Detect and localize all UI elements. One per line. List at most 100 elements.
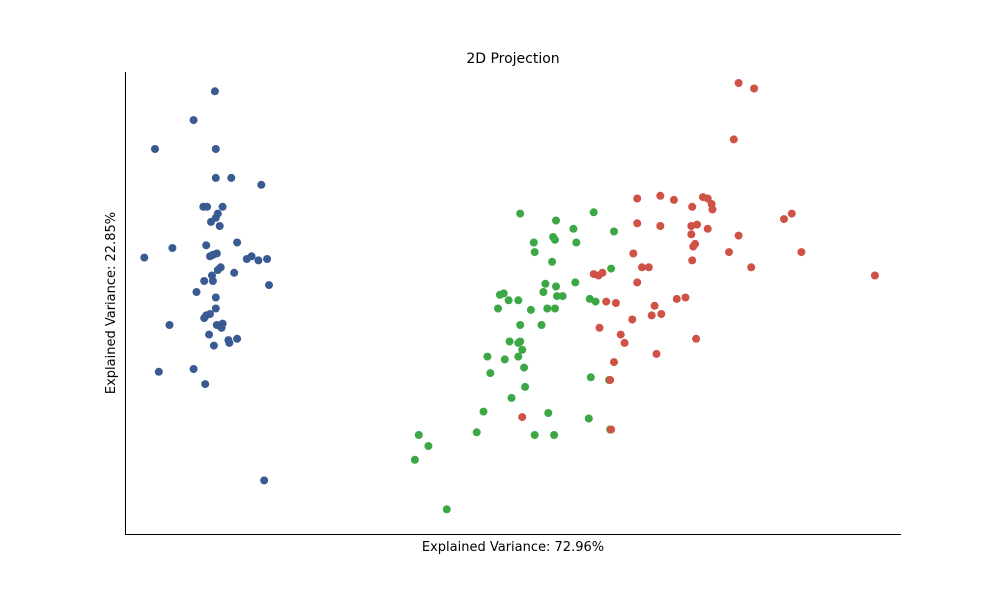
- data-point-s1-44: [233, 334, 242, 343]
- data-point-s1-48: [189, 365, 198, 373]
- data-point-s1-7: [257, 180, 266, 189]
- data-point-s2-15: [541, 279, 550, 288]
- data-point-s2-46: [479, 407, 488, 416]
- data-point-s3-35: [672, 294, 681, 303]
- data-point-s3-41: [647, 311, 656, 320]
- data-point-s1-43: [205, 330, 214, 339]
- data-point-s2-40: [507, 393, 516, 402]
- data-point-s1-17: [168, 244, 177, 252]
- data-point-s1-20: [206, 252, 214, 261]
- data-point-s2-33: [483, 352, 492, 361]
- data-point-s1-46: [225, 338, 234, 347]
- data-point-s3-47: [652, 349, 661, 358]
- data-point-s3-40: [657, 310, 666, 318]
- data-point-s2-27: [543, 304, 552, 313]
- data-point-s2-16: [571, 278, 580, 287]
- data-point-s3-28: [638, 263, 646, 272]
- data-point-s2-51: [424, 442, 433, 450]
- data-point-s3-22: [691, 239, 700, 248]
- data-point-s1-50: [201, 380, 210, 389]
- data-point-s2-38: [520, 363, 529, 372]
- data-point-s1-23: [242, 255, 251, 263]
- data-point-s2-54: [442, 505, 451, 514]
- data-point-s2-3: [589, 208, 598, 217]
- data-point-s2-44: [584, 414, 593, 423]
- data-point-s3-45: [692, 334, 701, 343]
- data-point-s2-24: [551, 304, 559, 313]
- data-point-s1-34: [211, 293, 220, 302]
- data-point-s2-47: [472, 428, 481, 437]
- data-point-s3-39: [650, 301, 659, 310]
- data-point-s1-9: [203, 202, 212, 211]
- data-point-s2-35: [514, 352, 523, 361]
- data-point-s3-17: [693, 220, 702, 229]
- data-point-s2-36: [514, 338, 523, 347]
- data-point-s3-46: [620, 338, 629, 347]
- data-point-s3-13: [780, 215, 788, 224]
- data-point-s3-10: [708, 205, 717, 214]
- data-point-s2-34: [500, 355, 509, 364]
- data-point-s2-4: [569, 224, 578, 233]
- data-point-s1-13: [207, 217, 215, 226]
- data-point-s3-30: [870, 271, 879, 280]
- data-point-s1-24: [254, 256, 263, 265]
- data-point-s3-5: [656, 191, 665, 200]
- data-point-s1-32: [265, 281, 273, 290]
- data-point-s2-49: [550, 431, 559, 439]
- data-point-s3-42: [628, 315, 637, 324]
- data-point-s3-4: [633, 194, 642, 203]
- data-point-s1-15: [233, 238, 242, 247]
- data-point-s3-29: [747, 263, 756, 272]
- data-point-s2-21: [514, 296, 523, 305]
- data-point-s2-25: [526, 305, 535, 314]
- data-point-s3-25: [629, 249, 638, 258]
- data-point-s2-31: [505, 337, 514, 346]
- data-point-s3-27: [644, 263, 653, 272]
- data-point-s1-38: [200, 314, 209, 323]
- chart-title: 2D Projection: [466, 51, 559, 67]
- data-point-s3-33: [598, 268, 607, 277]
- data-point-s3-44: [616, 330, 625, 339]
- data-point-s2-48: [530, 431, 539, 439]
- data-point-s2-2: [552, 216, 560, 225]
- data-point-s2-14: [495, 290, 504, 299]
- data-point-s1-33: [192, 288, 201, 296]
- data-point-s2-39: [486, 369, 495, 378]
- data-point-s2-7: [529, 238, 538, 247]
- data-point-s1-42: [217, 323, 226, 332]
- data-point-s1-4: [211, 145, 220, 153]
- data-point-s2-12: [607, 264, 616, 273]
- data-point-s2-42: [586, 373, 595, 382]
- data-point-s2-53: [410, 455, 419, 464]
- data-point-s2-41: [521, 382, 530, 391]
- data-point-s1-47: [209, 341, 218, 350]
- data-point-s3-11: [688, 202, 697, 211]
- data-point-s2-9: [572, 238, 581, 247]
- y-axis-label: Explained Variance: 22.85%: [104, 212, 119, 394]
- data-point-s1-14: [215, 222, 224, 230]
- data-point-s2-18: [558, 292, 567, 301]
- data-point-s3-19: [687, 230, 696, 239]
- data-point-s3-48: [610, 358, 618, 367]
- data-point-s2-22: [539, 288, 548, 296]
- data-point-s3-24: [797, 248, 806, 257]
- data-point-s1-35: [211, 304, 220, 313]
- data-point-s3-43: [595, 323, 604, 332]
- data-point-s2-10: [530, 248, 539, 257]
- x-axis-label: Explained Variance: 72.96%: [422, 540, 604, 555]
- data-point-s1-25: [263, 255, 272, 263]
- data-point-s2-28: [494, 304, 502, 313]
- data-point-s3-12: [787, 209, 796, 218]
- data-point-s3-3: [729, 135, 738, 144]
- data-point-s3-1: [734, 79, 743, 87]
- data-point-s3-26: [688, 256, 697, 265]
- data-point-s3-49: [606, 376, 615, 384]
- data-point-s3-23: [725, 248, 733, 257]
- data-point-s1-16: [202, 241, 211, 250]
- data-point-s2-26: [591, 297, 600, 306]
- data-point-s3-34: [633, 278, 642, 287]
- data-point-s2-11: [548, 257, 557, 266]
- data-point-s3-2: [750, 84, 759, 93]
- data-point-s3-6: [669, 195, 678, 204]
- data-point-s3-15: [656, 222, 665, 230]
